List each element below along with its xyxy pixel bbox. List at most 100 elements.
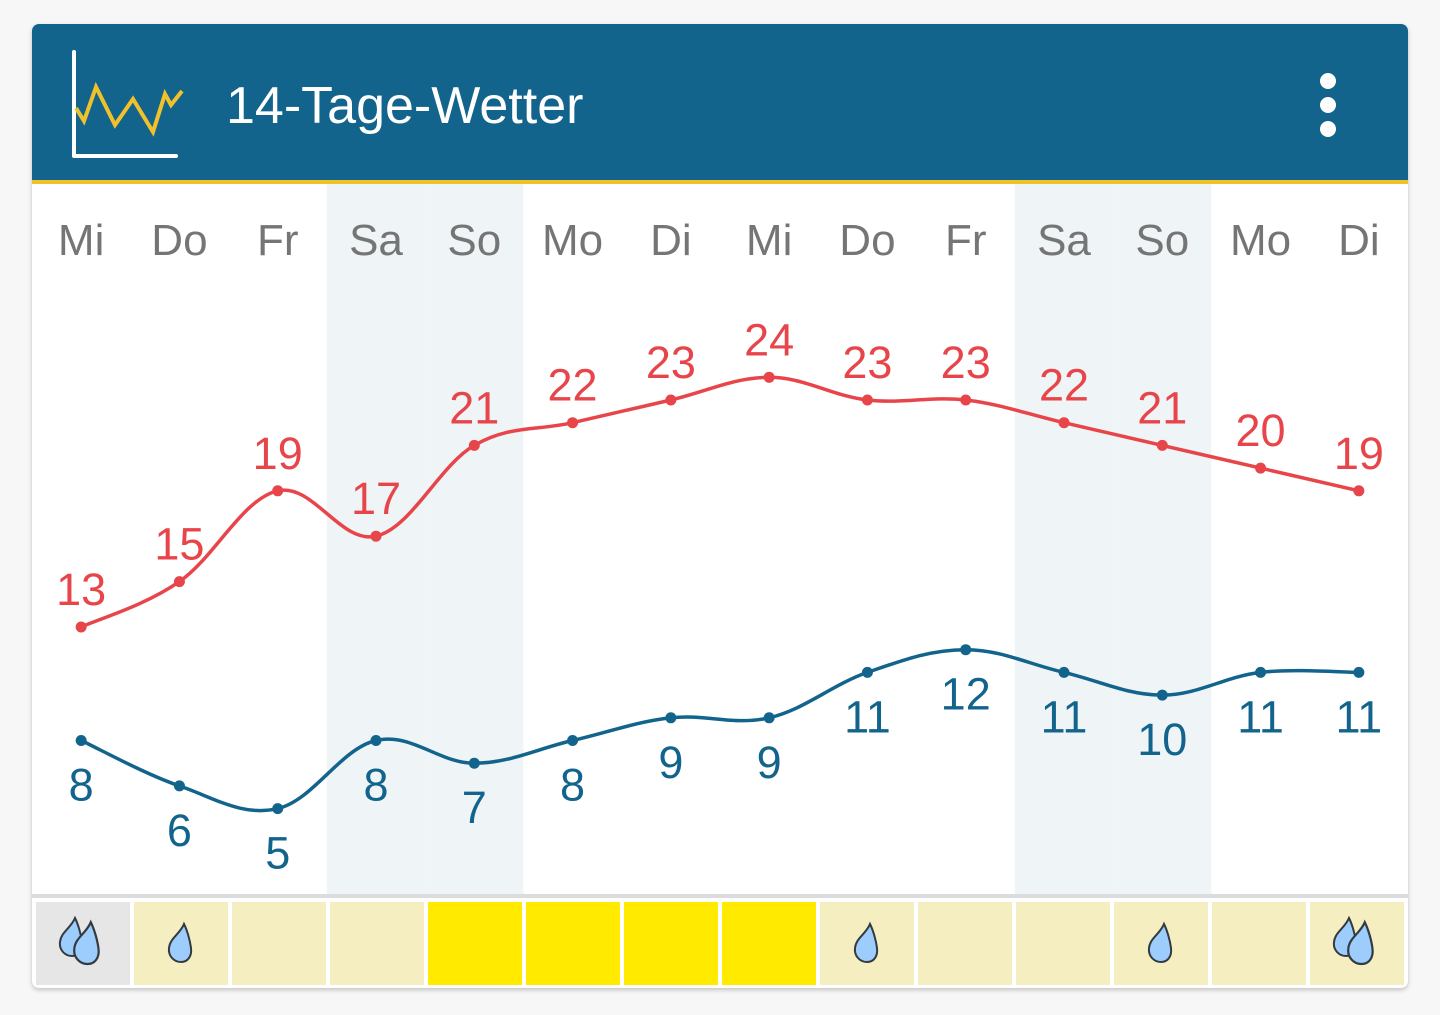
max-temp-label: 24 xyxy=(744,314,794,365)
max-temp-label: 23 xyxy=(842,337,892,388)
max-temp-label: 19 xyxy=(253,428,303,479)
min-temp-point xyxy=(173,780,185,792)
card-title: 14-Tage-Wetter xyxy=(226,77,584,135)
min-temp-point xyxy=(1255,666,1267,678)
weekend-band xyxy=(1113,184,1212,894)
max-temp-label: 21 xyxy=(449,382,499,433)
min-temp-label: 8 xyxy=(363,760,388,811)
max-temp-label: 22 xyxy=(1039,360,1089,411)
max-temp-point xyxy=(1058,417,1070,429)
min-temp-label: 9 xyxy=(757,737,782,788)
precip-cell xyxy=(36,902,130,985)
day-label: Do xyxy=(839,216,895,265)
max-temp-point xyxy=(960,394,972,406)
max-temp-label: 20 xyxy=(1236,405,1286,456)
precip-cell xyxy=(1114,902,1208,985)
line-chart-icon xyxy=(72,50,184,158)
day-label: Mo xyxy=(542,216,603,265)
min-temp-point xyxy=(1353,666,1365,678)
overflow-menu-button[interactable] xyxy=(1302,64,1354,144)
day-label: Sa xyxy=(349,216,403,265)
min-temp-label: 7 xyxy=(462,782,487,833)
weekend-band xyxy=(425,184,524,894)
day-label: Mi xyxy=(58,216,104,265)
max-temp-point xyxy=(370,530,382,542)
min-temp-line xyxy=(80,647,1359,813)
max-temp-label: 22 xyxy=(548,360,598,411)
min-temp-point xyxy=(75,735,87,746)
max-temp-point xyxy=(272,485,284,497)
min-temp-point xyxy=(763,712,775,724)
precip-cell xyxy=(134,902,228,985)
heavy-rain-drops-icon xyxy=(58,915,100,965)
precip-cell xyxy=(1310,902,1404,985)
max-temp-point xyxy=(1156,439,1168,451)
min-temp-point xyxy=(567,735,579,746)
precip-cell xyxy=(820,902,914,985)
max-temp-point xyxy=(763,371,775,383)
min-temp-label: 11 xyxy=(844,691,891,742)
max-temp-point xyxy=(1353,485,1365,497)
precip-cell xyxy=(1212,902,1306,985)
min-temp-point xyxy=(960,644,972,656)
day-label: Fr xyxy=(945,216,987,265)
max-temp-label: 15 xyxy=(154,519,204,570)
card-header: 14-Tage-Wetter xyxy=(32,24,1408,180)
more-vert-icon xyxy=(1320,121,1336,137)
precip-cell xyxy=(722,902,816,985)
min-temp-point xyxy=(1156,689,1168,701)
min-temp-label: 6 xyxy=(167,805,192,856)
more-vert-icon xyxy=(1320,73,1336,89)
min-temp-point xyxy=(665,712,677,724)
day-label: Di xyxy=(650,216,692,265)
forecast-card: 14-Tage-Wetter Mi Do Fr Sa So Mo Di Mi Do Fr Sa So M… xyxy=(32,24,1408,988)
min-temp-label: 12 xyxy=(941,669,991,720)
max-temp-point xyxy=(173,576,185,588)
header-accent-line xyxy=(32,180,1408,184)
min-temp-point xyxy=(1058,666,1070,678)
precip-cell xyxy=(330,902,424,985)
precip-cell xyxy=(918,902,1012,985)
temperature-chart: Mi Do Fr Sa So Mo Di Mi Do Fr Sa So Mo Di 13 15 19 17 21 22… xyxy=(56,184,1384,894)
rain-drop-icon xyxy=(853,921,879,963)
min-temp-label: 8 xyxy=(69,760,94,811)
min-temp-point xyxy=(468,757,480,769)
min-temp-label: 11 xyxy=(1041,691,1088,742)
min-temp-point xyxy=(370,735,382,746)
max-temp-label: 23 xyxy=(646,337,696,388)
max-temp-label: 21 xyxy=(1137,382,1187,433)
rain-drop-icon xyxy=(1147,921,1173,963)
day-label: Fr xyxy=(257,216,299,265)
rain-drop-icon xyxy=(167,921,193,963)
chart-separator xyxy=(32,894,1408,898)
more-vert-icon xyxy=(1320,97,1336,113)
min-temp-label: 8 xyxy=(560,760,585,811)
max-temp-point xyxy=(861,394,873,406)
day-label: So xyxy=(1135,216,1189,265)
max-temp-point xyxy=(468,439,480,451)
day-label: Do xyxy=(151,216,207,265)
max-temp-point xyxy=(1255,462,1267,474)
min-temp-label: 11 xyxy=(1335,691,1382,742)
max-temp-label: 23 xyxy=(941,337,991,388)
day-label: Di xyxy=(1338,216,1380,265)
max-temp-point xyxy=(665,394,677,406)
min-temp-label: 11 xyxy=(1237,691,1284,742)
max-temp-line xyxy=(80,375,1360,629)
day-label: Mo xyxy=(1230,216,1291,265)
max-temp-label: 13 xyxy=(56,564,106,615)
day-label: Sa xyxy=(1037,216,1091,265)
precip-cell xyxy=(428,902,522,985)
precip-cell xyxy=(232,902,326,985)
min-temp-point xyxy=(272,803,284,815)
max-temp-label: 17 xyxy=(351,473,401,524)
min-temp-label: 9 xyxy=(658,737,683,788)
min-temp-label: 5 xyxy=(265,828,290,879)
heavy-rain-drops-icon xyxy=(1332,915,1374,965)
max-temp-point xyxy=(567,417,579,429)
precip-cell xyxy=(1016,902,1110,985)
precip-cell xyxy=(526,902,620,985)
day-label: So xyxy=(447,216,501,265)
day-label: Mi xyxy=(746,216,792,265)
min-temp-label: 10 xyxy=(1137,714,1187,765)
